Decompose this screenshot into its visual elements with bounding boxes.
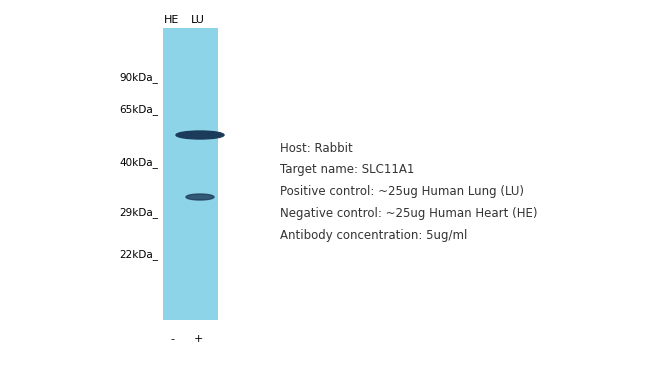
Text: 90kDa_: 90kDa_ xyxy=(119,72,158,83)
Text: 40kDa_: 40kDa_ xyxy=(119,157,158,168)
Bar xyxy=(163,28,218,320)
Text: Antibody concentration: 5ug/ml: Antibody concentration: 5ug/ml xyxy=(280,229,467,243)
Text: -: - xyxy=(170,334,174,344)
Text: Negative control: ~25ug Human Heart (HE): Negative control: ~25ug Human Heart (HE) xyxy=(280,208,538,220)
Ellipse shape xyxy=(176,131,224,139)
Text: 29kDa_: 29kDa_ xyxy=(119,208,158,219)
Text: Host: Rabbit: Host: Rabbit xyxy=(280,142,353,154)
Text: 22kDa_: 22kDa_ xyxy=(119,250,158,261)
Text: LU: LU xyxy=(191,15,205,25)
Text: Target name: SLC11A1: Target name: SLC11A1 xyxy=(280,164,415,176)
Text: 65kDa_: 65kDa_ xyxy=(119,105,158,115)
Text: HE: HE xyxy=(164,15,179,25)
Text: +: + xyxy=(193,334,203,344)
Text: Positive control: ~25ug Human Lung (LU): Positive control: ~25ug Human Lung (LU) xyxy=(280,186,524,198)
Ellipse shape xyxy=(186,194,214,200)
